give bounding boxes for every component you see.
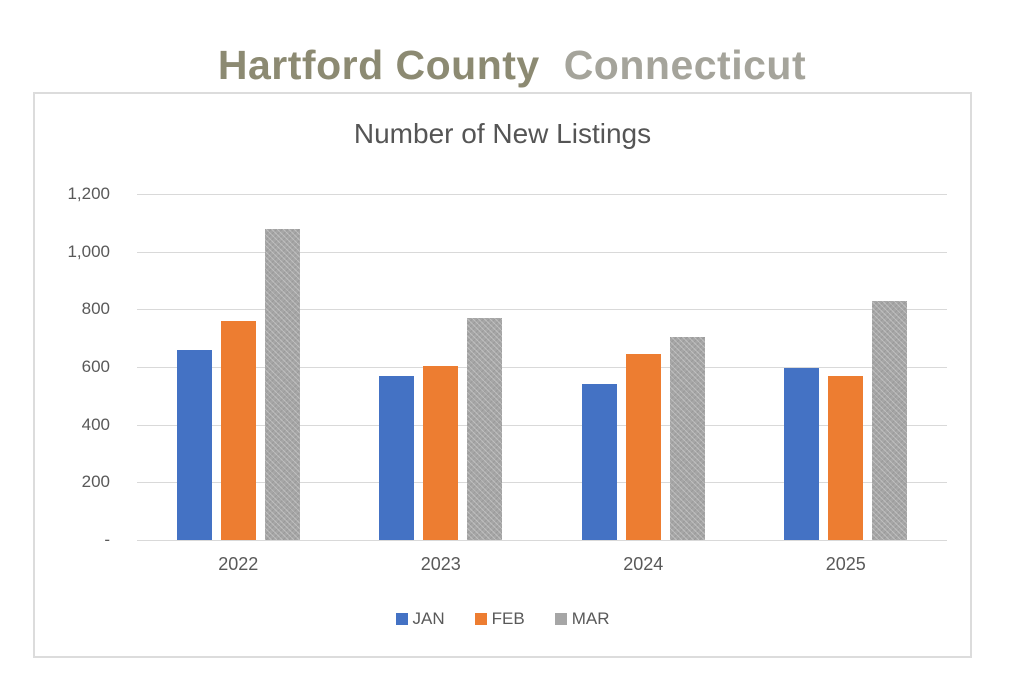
legend-label-feb: FEB — [491, 609, 525, 628]
gridline-1000 — [137, 251, 947, 253]
bar-2023-mar — [467, 317, 503, 540]
page-title: Hartford County Connecticut — [0, 42, 1024, 89]
bar-group-2023 — [379, 317, 503, 540]
legend-swatch-feb — [474, 613, 487, 625]
y-tick-label-400: 400 — [81, 414, 110, 434]
y-tick-label-1200: 1,200 — [67, 184, 110, 203]
gridline-400 — [137, 424, 947, 426]
bar-2025-jan — [784, 368, 820, 540]
bar-2022-mar — [264, 228, 300, 540]
gridline-1200 — [137, 194, 947, 195]
bar-group-2024 — [581, 336, 705, 540]
x-tick-label-2024: 2024 — [623, 554, 664, 574]
page-title-secondary: Connecticut — [563, 42, 807, 88]
bar-2025-feb — [828, 375, 864, 540]
page-title-primary: Hartford County — [217, 42, 540, 88]
y-tick-label-0: - — [104, 530, 110, 549]
bar-2022-jan — [176, 349, 212, 540]
chart-container: Number of New Listings JAN FEB MAR - 200 400… — [33, 92, 972, 658]
legend-item-mar: MAR — [554, 609, 610, 629]
bar-2022-feb — [220, 320, 256, 540]
y-tick-label-1000: 1,000 — [67, 241, 110, 261]
x-tick-label-2022: 2022 — [218, 554, 259, 574]
plot-area — [137, 194, 947, 541]
legend: JAN FEB MAR — [35, 609, 970, 629]
x-tick-label-2023: 2023 — [420, 554, 461, 574]
gridline-0 — [137, 540, 947, 541]
bar-2024-jan — [581, 384, 617, 540]
legend-item-feb: FEB — [474, 609, 525, 629]
bar-group-2022 — [176, 228, 300, 540]
y-tick-label-800: 800 — [81, 299, 110, 319]
gridline-800 — [137, 309, 947, 311]
x-tick-label-2025: 2025 — [825, 554, 866, 574]
gridline-200 — [137, 482, 947, 484]
legend-label-jan: JAN — [412, 609, 445, 628]
legend-item-jan: JAN — [395, 609, 445, 629]
bar-2025-mar — [872, 300, 908, 540]
legend-swatch-jan — [395, 613, 408, 625]
chart-title: Number of New Listings — [353, 118, 652, 149]
bar-2023-feb — [423, 365, 459, 540]
bar-2024-feb — [625, 354, 661, 540]
bar-2023-jan — [379, 375, 415, 540]
bar-group-2025 — [784, 300, 908, 540]
gridline-600 — [137, 367, 947, 368]
bar-2024-mar — [669, 336, 705, 540]
legend-swatch-mar — [554, 613, 567, 625]
legend-label-mar: MAR — [571, 609, 610, 628]
y-tick-label-600: 600 — [81, 357, 110, 376]
y-tick-label-200: 200 — [81, 472, 110, 492]
